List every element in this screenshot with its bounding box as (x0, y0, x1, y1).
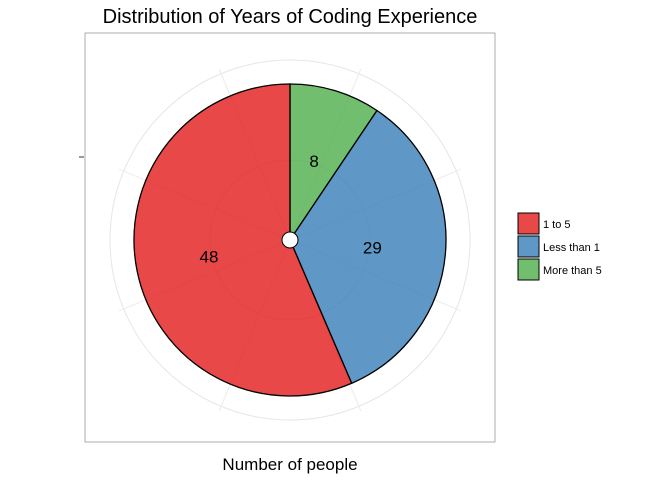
slice-value-label: 48 (200, 248, 219, 267)
legend: 1 to 5 Less than 1 More than 5 (517, 212, 602, 281)
legend-label: Less than 1 (543, 242, 600, 254)
slice-value-label: 29 (363, 239, 382, 258)
legend-key (517, 235, 540, 258)
x-axis-label: Number of people (222, 455, 357, 474)
legend-key (517, 212, 540, 235)
legend-key (517, 258, 540, 281)
grid-circle (109, 59, 471, 421)
slice-value-label: 8 (309, 152, 318, 171)
pie-slice-1-to-5 (133, 83, 353, 397)
chart-title: Distribution of Years of Coding Experien… (103, 6, 478, 28)
slice-labels: 8 29 48 (200, 152, 382, 267)
pie-slices (133, 83, 447, 397)
pie-slice-less-than-1 (289, 109, 447, 385)
pie-slice-more-than-5 (289, 83, 378, 243)
center-dot (281, 231, 299, 249)
legend-label: More than 5 (543, 265, 602, 277)
legend-label: 1 to 5 (543, 219, 571, 231)
